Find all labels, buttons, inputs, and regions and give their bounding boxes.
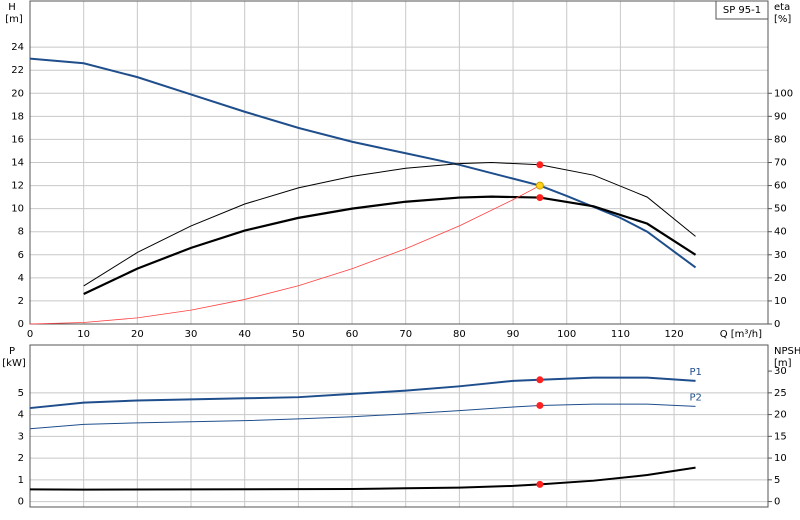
x-tick-label: 120 bbox=[665, 329, 684, 340]
x-tick-label: 80 bbox=[453, 329, 466, 340]
curve bbox=[29, 57, 697, 269]
y-tick-label: 24 bbox=[11, 42, 24, 53]
duty-point bbox=[536, 161, 544, 169]
y-tick-label: 22 bbox=[11, 65, 24, 76]
y2-tick-label: 0 bbox=[774, 319, 780, 330]
y-axis-label: H bbox=[8, 2, 16, 13]
y2-tick-label: 10 bbox=[774, 296, 787, 307]
y2-tick-label: 100 bbox=[774, 88, 793, 99]
y2-axis-unit: [m] bbox=[774, 358, 792, 369]
curve bbox=[83, 161, 696, 287]
y-tick-label: 6 bbox=[18, 250, 24, 261]
y2-tick-label: 10 bbox=[774, 453, 787, 464]
y2-tick-label: 5 bbox=[774, 475, 780, 486]
y2-tick-label: 50 bbox=[774, 204, 787, 215]
duty-point bbox=[536, 194, 544, 202]
y2-tick-label: 80 bbox=[774, 134, 787, 145]
duty-point bbox=[535, 181, 544, 190]
duty-point bbox=[536, 401, 544, 409]
x-tick-label: 100 bbox=[557, 329, 576, 340]
y-tick-label: 18 bbox=[11, 111, 24, 122]
y-axis-unit: [kW] bbox=[2, 358, 26, 369]
curve-label: P1 bbox=[690, 367, 702, 378]
x-axis-label: Q [m³/h] bbox=[720, 329, 762, 340]
duty-point bbox=[536, 376, 544, 384]
duty-point bbox=[536, 480, 544, 488]
y2-tick-label: 60 bbox=[774, 181, 787, 192]
y2-tick-label: 30 bbox=[774, 250, 787, 261]
y-tick-label: 3 bbox=[18, 431, 24, 442]
y2-tick-label: 20 bbox=[774, 410, 787, 421]
y2-tick-label: 15 bbox=[774, 431, 787, 442]
y-tick-label: 0 bbox=[18, 319, 24, 330]
x-tick-label: 20 bbox=[131, 329, 144, 340]
chart-title: SP 95-1 bbox=[723, 5, 761, 16]
curve bbox=[29, 403, 696, 430]
y-axis-label: P bbox=[9, 346, 15, 357]
y-tick-label: 20 bbox=[11, 88, 24, 99]
y-tick-label: 4 bbox=[18, 273, 24, 284]
curve-label: P2 bbox=[690, 392, 702, 403]
y-tick-label: 10 bbox=[11, 204, 24, 215]
curve bbox=[29, 376, 696, 410]
x-tick-label: 110 bbox=[611, 329, 630, 340]
y-tick-label: 2 bbox=[18, 453, 24, 464]
curve bbox=[29, 466, 696, 491]
y-tick-label: 0 bbox=[18, 497, 24, 508]
y-tick-label: 4 bbox=[18, 410, 24, 421]
x-tick-label: 50 bbox=[292, 329, 305, 340]
title-box bbox=[715, 0, 769, 20]
y2-axis-label: NPSH bbox=[774, 346, 800, 357]
x-tick-label: 40 bbox=[238, 329, 251, 340]
x-tick-label: 30 bbox=[185, 329, 198, 340]
y-tick-label: 16 bbox=[11, 134, 24, 145]
y-axis-unit: [m] bbox=[5, 14, 23, 25]
y2-axis-label: eta bbox=[774, 2, 790, 13]
x-tick-label: 70 bbox=[399, 329, 412, 340]
y2-tick-label: 0 bbox=[774, 497, 780, 508]
x-tick-label: 0 bbox=[27, 329, 33, 340]
y2-tick-label: 25 bbox=[774, 388, 787, 399]
y2-tick-label: 30 bbox=[774, 366, 787, 377]
y-tick-label: 14 bbox=[11, 158, 24, 169]
y2-axis-unit: [%] bbox=[774, 14, 791, 25]
y2-tick-label: 90 bbox=[774, 111, 787, 122]
y-tick-label: 12 bbox=[11, 181, 24, 192]
y-tick-label: 8 bbox=[18, 227, 24, 238]
curve bbox=[29, 185, 541, 325]
x-tick-label: 10 bbox=[77, 329, 90, 340]
plot-frame bbox=[29, 344, 769, 508]
x-tick-label: 90 bbox=[507, 329, 520, 340]
x-tick-label: 60 bbox=[346, 329, 359, 340]
curve bbox=[83, 195, 697, 296]
y2-tick-label: 70 bbox=[774, 158, 787, 169]
y2-tick-label: 40 bbox=[774, 227, 787, 238]
y-tick-label: 5 bbox=[18, 388, 24, 399]
y-tick-label: 2 bbox=[18, 296, 24, 307]
y2-tick-label: 20 bbox=[774, 273, 787, 284]
plot-frame bbox=[29, 0, 769, 325]
y-tick-label: 1 bbox=[18, 475, 24, 486]
